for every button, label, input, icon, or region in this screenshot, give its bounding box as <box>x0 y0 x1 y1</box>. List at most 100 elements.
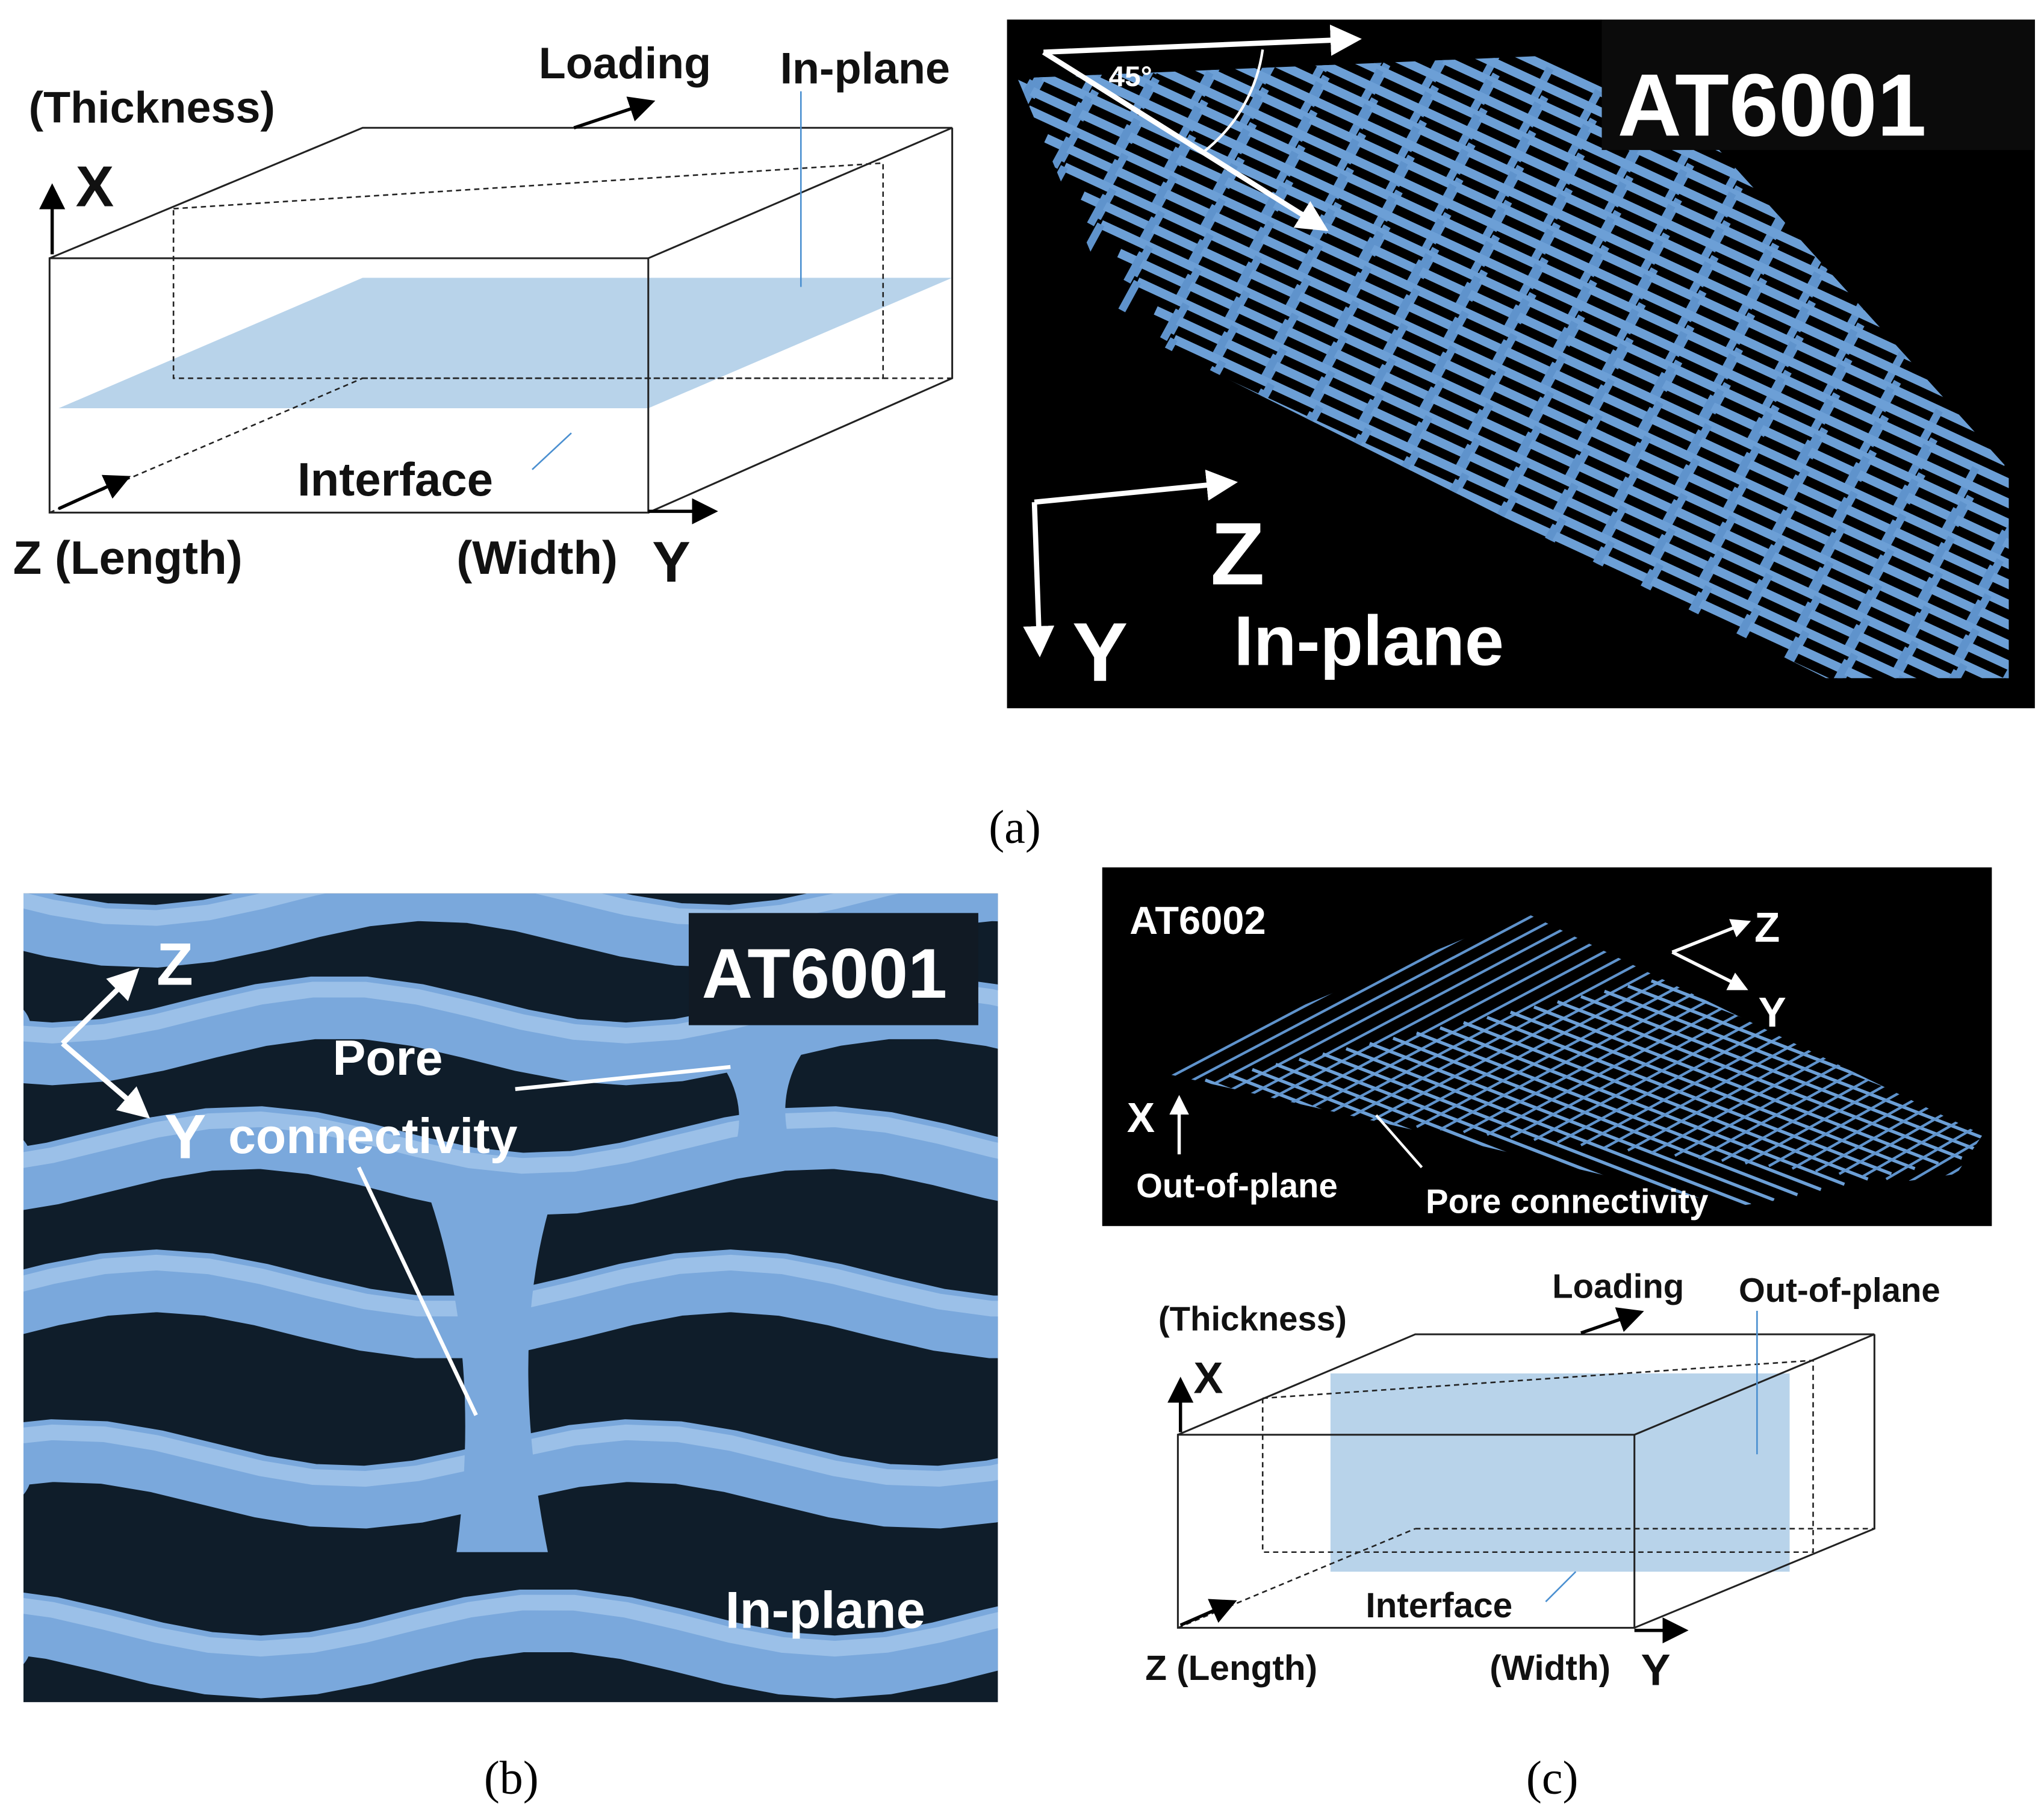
texture <box>983 46 998 75</box>
hidden-edge <box>1177 1528 1416 1629</box>
z-arrow <box>58 474 131 511</box>
texture <box>1862 1076 1983 1178</box>
texture <box>1978 729 1993 757</box>
texture <box>23 1106 998 1216</box>
label: X <box>76 155 114 219</box>
texture <box>1778 829 1794 858</box>
caption: (c) <box>1526 1752 1579 1804</box>
texture <box>1017 52 1899 294</box>
label: Loading <box>539 38 711 88</box>
caption: (b) <box>484 1752 539 1804</box>
texture <box>1900 804 1916 833</box>
texture <box>1190 363 2009 679</box>
texture <box>2022 942 2037 971</box>
texture <box>1286 0 1302 13</box>
texture <box>1157 913 1644 1099</box>
texture <box>1426 706 1442 735</box>
texture <box>2039 878 2044 907</box>
texture <box>1589 710 1605 739</box>
label: Out-of-plane <box>1136 1167 1338 1205</box>
label: AT6001 <box>702 934 947 1013</box>
texture <box>1948 827 1964 856</box>
leader <box>515 1065 731 1091</box>
texture <box>1796 765 1812 794</box>
angle-arc <box>1202 49 1264 154</box>
caption: (a) <box>989 801 1041 853</box>
leader <box>1545 1571 1577 1602</box>
texture <box>1392 1036 1798 1196</box>
texture <box>430 1199 548 1552</box>
texture <box>1415 1031 1822 1192</box>
texture <box>1529 723 1544 751</box>
out-of-plane-sheet <box>1330 1373 1790 1572</box>
texture <box>1942 833 1957 862</box>
texture <box>1017 52 2008 466</box>
leader <box>532 432 572 470</box>
texture <box>1419 712 1435 741</box>
texture <box>2004 903 2044 1059</box>
texture <box>2004 1124 2044 1192</box>
label: X <box>1127 1094 1155 1141</box>
texture <box>2009 814 2025 843</box>
label: Loading <box>1552 1267 1684 1305</box>
label: (Width) <box>456 531 618 584</box>
texture <box>1917 741 1933 770</box>
texture <box>2034 907 2044 936</box>
label: Y <box>1072 606 1128 699</box>
label-bg <box>688 913 978 1025</box>
texture <box>1735 777 1751 806</box>
texture <box>1439 1026 1845 1186</box>
texture <box>2027 751 2042 780</box>
texture <box>976 52 992 81</box>
texture <box>1340 0 1356 7</box>
texture <box>1117 249 2009 679</box>
label: Y <box>652 530 691 594</box>
texture <box>1706 714 1721 743</box>
texture <box>1177 0 1193 3</box>
texture <box>1572 774 1588 803</box>
label: X <box>1193 1352 1223 1402</box>
texture <box>1742 771 1757 800</box>
texture <box>1517 757 1532 786</box>
in-plane-sheet <box>58 278 952 409</box>
label: Out-of-plane <box>1739 1271 1940 1309</box>
texture <box>1803 759 1818 788</box>
texture <box>2039 716 2044 745</box>
label: Z <box>1754 904 1780 951</box>
arrow <box>1042 49 1329 231</box>
texture <box>1345 1047 1751 1207</box>
texture <box>1007 0 1022 5</box>
texture <box>1645 726 1660 755</box>
texture <box>1718 841 1733 870</box>
texture <box>1937 669 1961 679</box>
texture <box>1468 735 1483 763</box>
texture <box>1577 745 1593 774</box>
texture <box>1584 739 1600 768</box>
texture <box>1123 251 1146 284</box>
texture <box>939 0 955 23</box>
texture <box>23 1589 998 1699</box>
texture <box>1863 747 1879 776</box>
leader <box>356 1166 478 1416</box>
texture <box>1754 736 1769 765</box>
texture <box>1638 733 1653 762</box>
label: (Thickness) <box>1158 1300 1347 1338</box>
texture <box>988 17 1004 46</box>
z-arrow <box>1179 1599 1237 1627</box>
micro-ct-c: AT6002 Z Y X Out-of-plane Pore connectiv… <box>1102 867 2044 1227</box>
texture <box>1808 730 1824 759</box>
texture <box>1888 839 1904 868</box>
texture <box>1109 0 1125 21</box>
label: AT6002 <box>1129 898 1266 942</box>
texture <box>1730 806 1745 835</box>
texture <box>23 893 899 926</box>
texture <box>1869 718 1884 747</box>
texture <box>1966 763 1981 792</box>
front-face <box>48 257 650 514</box>
texture <box>2033 745 2044 774</box>
texture <box>1912 770 1928 798</box>
texture <box>1626 768 1641 797</box>
texture <box>1681 784 1697 813</box>
label: connectivity <box>228 1109 518 1164</box>
texture <box>1116 0 1132 15</box>
